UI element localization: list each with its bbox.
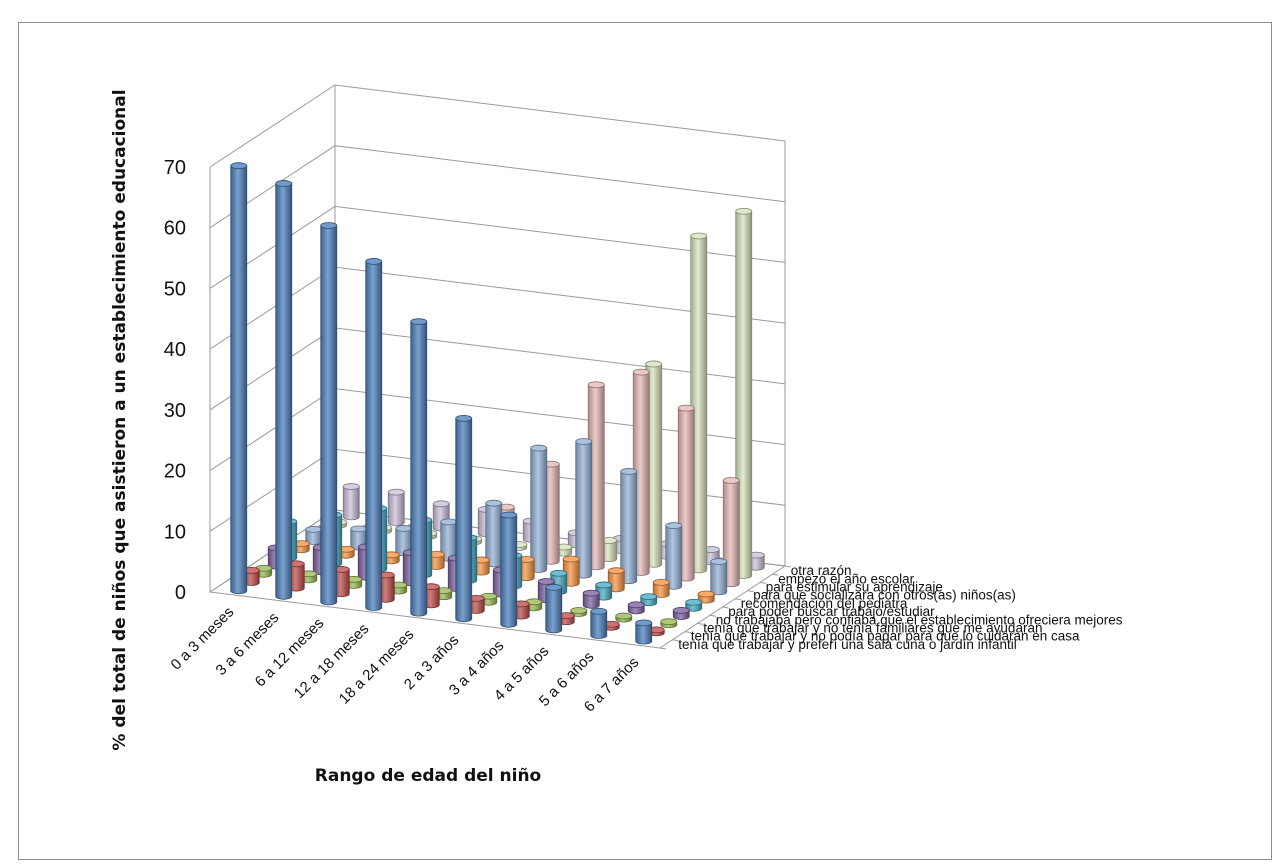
bar bbox=[685, 598, 703, 612]
bar bbox=[365, 258, 383, 611]
y-tick-label: 50 bbox=[164, 278, 186, 300]
depth-tick bbox=[672, 639, 679, 642]
bar bbox=[710, 558, 728, 596]
depth-tick bbox=[772, 573, 779, 576]
bar bbox=[620, 468, 638, 585]
gridline bbox=[209, 205, 786, 289]
bar bbox=[382, 551, 400, 565]
bar bbox=[647, 626, 665, 637]
bar bbox=[287, 560, 305, 592]
bar bbox=[575, 438, 593, 579]
bar bbox=[410, 318, 428, 617]
bar bbox=[645, 360, 663, 568]
depth-tick-label: otra razón bbox=[791, 563, 852, 578]
depth-tick-label: para que socializara con otros(as) niños… bbox=[753, 588, 1016, 603]
depth-tick bbox=[747, 590, 754, 593]
depth-tick-label: tenía que trabajar y no tenía familiares… bbox=[703, 621, 1042, 636]
bar bbox=[242, 566, 260, 586]
bar bbox=[387, 488, 405, 526]
gridline bbox=[209, 84, 786, 168]
y-tick-label: 70 bbox=[164, 157, 186, 179]
depth-tick bbox=[784, 565, 792, 568]
y-tick-label: 30 bbox=[164, 400, 186, 422]
bar bbox=[545, 584, 563, 634]
depth-tick-label: empezó el año escolar bbox=[778, 571, 914, 586]
y-tick-label: 10 bbox=[164, 521, 186, 543]
bar bbox=[422, 583, 440, 609]
bar bbox=[652, 578, 670, 598]
bar bbox=[500, 511, 518, 628]
depth-tick bbox=[659, 647, 667, 650]
bar bbox=[517, 556, 535, 582]
bar bbox=[300, 570, 318, 584]
bar bbox=[615, 612, 633, 623]
bar bbox=[635, 619, 653, 645]
depth-tick bbox=[697, 622, 704, 625]
bar bbox=[320, 222, 338, 606]
bar bbox=[455, 414, 473, 623]
bar bbox=[342, 483, 360, 521]
depth-tick bbox=[722, 606, 729, 609]
bar bbox=[390, 581, 408, 595]
y-tick-label: 60 bbox=[164, 218, 186, 240]
bar bbox=[472, 556, 490, 576]
depth-tick-label: recomendación del pediatra bbox=[741, 596, 908, 611]
y-tick-label: 40 bbox=[164, 339, 186, 361]
x-axis-title: Rango de edad del niño bbox=[315, 766, 541, 786]
bar bbox=[292, 540, 310, 554]
bar bbox=[562, 555, 580, 587]
bar bbox=[512, 600, 530, 620]
bar bbox=[345, 576, 363, 589]
bar bbox=[665, 522, 683, 590]
depth-tick-label: tenía que trabajar y preferí una sala cu… bbox=[678, 637, 1016, 652]
y-axis-title: % del total de niños que asistieron a un… bbox=[110, 89, 130, 750]
bar bbox=[485, 499, 503, 568]
y-tick-label: 20 bbox=[164, 461, 186, 483]
bar bbox=[627, 601, 645, 615]
bar bbox=[582, 589, 600, 609]
bar bbox=[525, 598, 543, 612]
bar bbox=[275, 180, 293, 600]
bar bbox=[672, 607, 690, 620]
chart-bars bbox=[230, 162, 765, 645]
depth-tick-label: no trabajaba pero confiaba que el establ… bbox=[716, 612, 1123, 627]
depth-tick bbox=[709, 614, 717, 617]
depth-tick-label: tenía que trabajar y no podía pagar para… bbox=[691, 629, 1080, 644]
bar bbox=[590, 607, 608, 639]
bar bbox=[557, 612, 575, 626]
depth-tick-label: para poder buscar trabajo/estudiar bbox=[728, 604, 935, 619]
bar bbox=[230, 162, 248, 595]
bar bbox=[530, 444, 548, 573]
bar bbox=[427, 550, 445, 570]
y-tick-label: 0 bbox=[175, 582, 186, 604]
bar bbox=[660, 618, 678, 629]
depth-axis-labels: tenía que trabajar y preferí una sala cu… bbox=[678, 563, 1122, 652]
y-axis-ticks: 0 10 20 30 40 50 60 70 bbox=[164, 157, 186, 604]
depth-tick-label: para estimular su aprendizaje bbox=[766, 580, 943, 595]
depth-tick bbox=[684, 631, 692, 634]
gridline bbox=[209, 145, 786, 229]
bar bbox=[542, 460, 560, 565]
depth-tick bbox=[759, 581, 767, 584]
bar bbox=[570, 607, 588, 617]
depth-tick bbox=[734, 598, 742, 601]
